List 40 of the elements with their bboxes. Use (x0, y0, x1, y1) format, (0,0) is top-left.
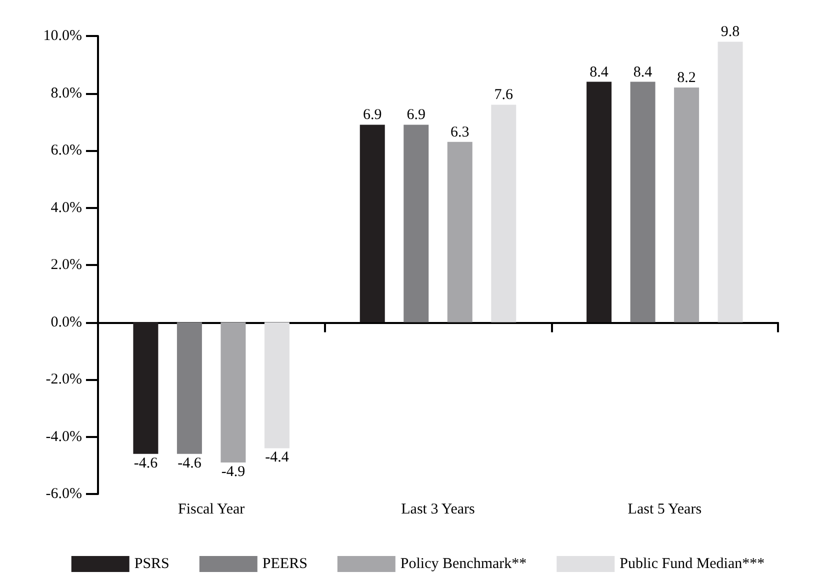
bar (133, 322, 158, 454)
data-label: 6.9 (406, 107, 426, 124)
bar (630, 82, 656, 322)
y-tick-label: -6.0% (46, 486, 82, 502)
x-tick-label: Last 5 Years (628, 502, 702, 518)
y-tick-label: -2.0% (46, 372, 82, 388)
data-label: -4.6 (178, 455, 202, 472)
data-label: 9.8 (720, 24, 740, 40)
data-label: -4.4 (265, 450, 290, 466)
y-tick-label: 10.0% (43, 28, 82, 44)
x-tick-label: Last 3 Years (401, 502, 476, 518)
data-label: 8.2 (677, 70, 696, 86)
bar (447, 142, 472, 322)
data-label: 8.4 (633, 64, 653, 80)
legend-label: PSRS (134, 556, 170, 572)
data-label: -4.6 (134, 455, 158, 472)
bar (718, 42, 743, 322)
data-label: -4.9 (221, 464, 246, 480)
legend-label: PEERS (262, 556, 308, 572)
y-tick-label: 6.0% (50, 142, 82, 158)
y-tick-label: 8.0% (50, 85, 82, 102)
data-label: 7.6 (494, 87, 514, 104)
bar (360, 124, 385, 322)
data-label: 6.9 (363, 107, 382, 124)
bar (586, 82, 612, 322)
y-tick-label: 2.0% (50, 257, 82, 273)
y-tick-label: 4.0% (50, 200, 82, 216)
bar (176, 322, 202, 454)
legend-label: Public Fund Median*** (620, 556, 765, 572)
x-tick-label: Fiscal Year (178, 502, 245, 518)
bar (491, 104, 516, 322)
legend-label: Policy Benchmark** (400, 556, 527, 572)
y-tick-label: -4.0% (46, 428, 82, 445)
bar (264, 322, 290, 448)
data-label: 6.3 (450, 124, 470, 140)
bar (404, 124, 429, 322)
bar (674, 88, 700, 322)
data-label: 8.4 (590, 64, 609, 80)
bar (220, 322, 246, 463)
y-tick-label: 0.0% (50, 314, 82, 330)
